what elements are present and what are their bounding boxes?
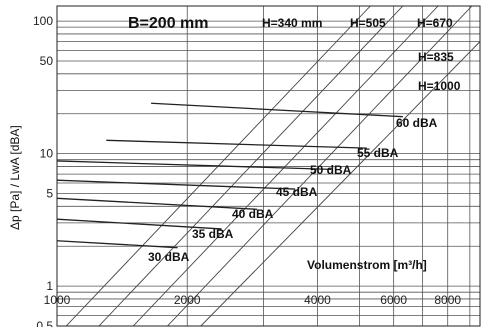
x-tick-label: 8000 [434,293,461,307]
dba-line [56,179,296,190]
label-h670: H=670 [417,16,453,30]
label-35dba: 35 dBA [192,227,234,241]
label-h835: H=835 [418,50,454,64]
height-line [98,6,404,326]
grid [56,6,480,327]
dba-line [151,102,403,118]
label-45dba: 45 dBA [276,185,318,199]
label-50dba: 50 dBA [310,163,352,177]
y-tick-label: 5 [46,186,53,200]
label-30dba: 30 dBA [148,250,190,264]
x-tick-label: 2000 [174,293,201,307]
label-h1000: H=1000 [418,79,461,93]
height-line [200,41,480,326]
label-40dba: 40 dBA [232,207,274,221]
label-h505: H=505 [350,16,386,30]
chart-title: B=200 mm [128,15,209,32]
y-tick-label: 0,5 [36,319,53,327]
y-axis-label: Δp [Pa] / LwA [dBA] [8,125,22,230]
y-tick-label: 10 [40,147,54,161]
dba-line [56,240,178,249]
plot-frame [56,5,481,327]
x-tick-label: 4000 [304,293,331,307]
y-tick-label: 1 [46,279,53,293]
label-55dba: 55 dBA [357,146,399,160]
dba-line [56,218,222,230]
label-60dba: 60 dBA [396,116,438,130]
dba-lines [56,102,403,249]
height-line [132,6,439,326]
dba-line [56,160,332,171]
dba-line [56,197,258,210]
y-tick-label: 50 [40,54,54,68]
dba-line [106,139,367,149]
height-line [167,6,473,326]
x-axis-label: Volumenstrom [m³/h] [307,258,427,272]
y-tick-label: 100 [33,14,53,28]
x-tick-label: 6000 [380,293,407,307]
label-h340: H=340 mm [262,16,322,30]
